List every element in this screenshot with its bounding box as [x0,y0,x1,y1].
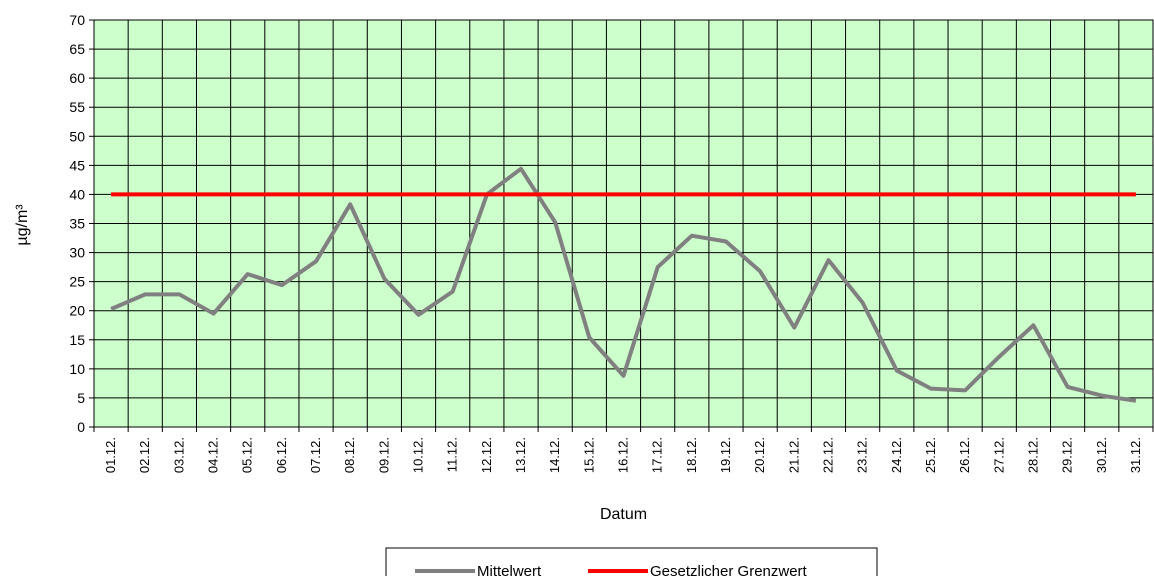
y-tick-label: 10 [69,361,85,377]
x-tick-label: 20.12. [752,437,767,473]
x-tick-label: 17.12. [650,437,665,473]
x-tick-label: 22.12. [820,437,835,473]
x-tick-label: 05.12. [240,437,255,473]
x-tick-label: 04.12. [206,437,221,473]
y-tick-label: 70 [69,12,85,28]
x-tick-label: 26.12. [957,437,972,473]
x-tick-label: 23.12. [855,437,870,473]
y-tick-label: 55 [69,99,85,115]
x-tick-label: 07.12. [308,437,323,473]
series [110,166,1137,403]
x-tick-label: 31.12. [1128,437,1143,473]
x-tick-label: 13.12. [513,437,528,473]
x-tick-label: 10.12. [411,437,426,473]
y-tick-label: 0 [77,419,85,435]
x-tick-label: 16.12. [616,437,631,473]
x-tick-label: 06.12. [274,437,289,473]
legend: Mittelwert Gesetzlicher Grenzwert [385,547,878,581]
y-axis-label: µg/m³ [14,204,31,246]
x-tick-label: 09.12. [376,437,391,473]
y-tick-label: 35 [69,216,85,232]
x-tick-label: 28.12. [1025,437,1040,473]
y-tick-label: 15 [69,332,85,348]
y-tick-labels: 0 5 10 15 20 25 30 35 40 45 50 55 60 65 70 [69,12,85,435]
x-axis-label: Datum [600,506,647,523]
x-tick-label: 14.12. [547,437,562,473]
series-line-mittelwert [110,166,1137,403]
x-tick-label: 30.12. [1094,437,1109,473]
legend-label-mittelwert: Mittelwert [477,563,542,576]
x-tick-label: 27.12. [991,437,1006,473]
x-tick-label: 03.12. [171,437,186,473]
x-tick-label: 18.12. [684,437,699,473]
y-tick-label: 5 [77,390,85,406]
x-tick-label: 29.12. [1060,437,1075,473]
y-tick-label: 50 [69,128,85,144]
x-tick-label: 08.12. [342,437,357,473]
y-tick-label: 20 [69,303,85,319]
axes [89,19,1154,432]
y-tick-label: 60 [69,70,85,86]
legend-label-grenzwert: Gesetzlicher Grenzwert [650,563,808,576]
x-tick-label: 19.12. [718,437,733,473]
x-tick-label: 02.12. [137,437,152,473]
y-tick-label: 30 [69,245,85,261]
x-tick-label: 01.12. [103,437,118,473]
y-tick-label: 25 [69,274,85,290]
x-tick-labels: 01.12. 02.12. 03.12. 04.12. 05.12. 06.12. 07.1… [103,437,1143,473]
x-tick-label: 11.12. [445,437,460,472]
x-tick-label: 25.12. [923,437,938,473]
x-tick-label: 24.12. [889,437,904,473]
y-tick-label: 45 [69,157,85,173]
y-tick-label: 65 [69,41,85,57]
x-tick-label: 12.12. [479,437,494,473]
x-tick-label: 21.12. [786,437,801,473]
y-tick-label: 40 [69,186,85,202]
x-tick-label: 15.12. [581,437,596,473]
